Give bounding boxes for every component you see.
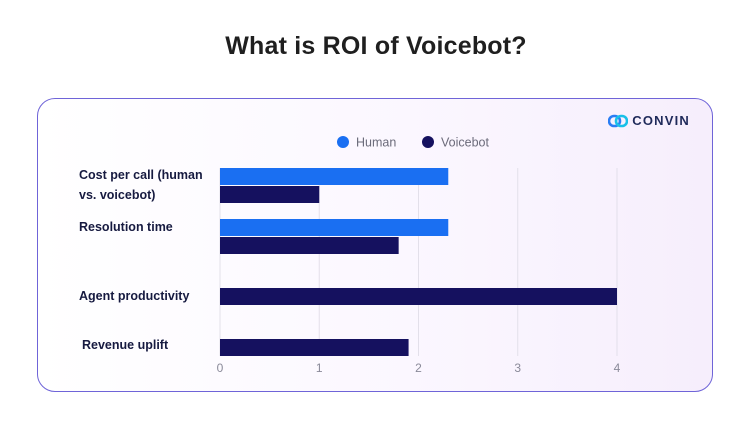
category-label: Cost per call (human vs. voicebot) — [79, 168, 203, 202]
legend-swatch-voicebot — [422, 136, 434, 148]
x-axis-ticks: 0 1 2 3 4 — [217, 361, 621, 375]
bar-human — [220, 168, 449, 185]
bar-voicebot — [220, 237, 399, 254]
bars — [220, 168, 617, 356]
convin-logo-icon — [608, 114, 629, 127]
x-tick-label: 1 — [316, 361, 323, 375]
legend-swatch-human — [337, 136, 349, 148]
legend-label-human: Human — [356, 136, 396, 150]
brand-name: CONVIN — [632, 113, 690, 128]
bar-voicebot — [220, 288, 617, 305]
x-tick-label: 3 — [514, 361, 521, 375]
legend-label-voicebot: Voicebot — [441, 136, 489, 150]
bar-voicebot — [220, 339, 409, 356]
legend: Human Voicebot — [337, 136, 489, 150]
category-label: Agent productivity — [79, 289, 190, 303]
x-tick-label: 4 — [614, 361, 621, 375]
brand-logo: CONVIN — [608, 113, 690, 128]
x-tick-label: 2 — [415, 361, 422, 375]
bar-human — [220, 219, 449, 236]
page-title: What is ROI of Voicebot? — [225, 32, 527, 60]
x-tick-label: 0 — [217, 361, 224, 375]
bar-voicebot — [220, 186, 320, 203]
category-label: Revenue uplift — [82, 338, 169, 352]
category-label: Resolution time — [79, 220, 173, 234]
